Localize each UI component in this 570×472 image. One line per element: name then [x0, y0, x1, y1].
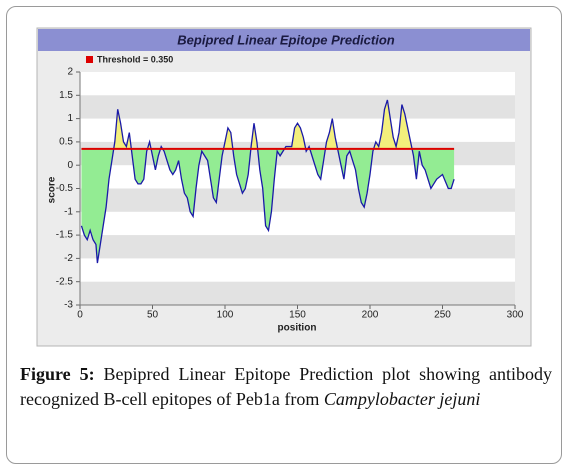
- x-tick-label: 150: [289, 310, 306, 321]
- y-tick-label: 0.5: [59, 137, 73, 148]
- y-axis-label: score: [47, 176, 58, 203]
- x-axis-label: position: [278, 323, 317, 334]
- legend-label: Threshold = 0.350: [97, 54, 173, 64]
- caption-text: Bepipred Linear Epitope Prediction plot …: [20, 364, 553, 409]
- grid-band: [80, 281, 515, 305]
- y-tick-label: -1.5: [56, 230, 74, 241]
- figure-frame: [6, 6, 562, 464]
- grid-band: [80, 235, 515, 259]
- grid-band: [80, 188, 515, 212]
- chart: Bepipred Linear Epitope Prediction posit…: [36, 27, 532, 347]
- grid-band: [80, 95, 515, 119]
- x-tick-label: 0: [77, 310, 83, 321]
- x-tick-label: 250: [434, 310, 451, 321]
- y-tick-label: -0.5: [56, 183, 74, 194]
- area-below-threshold: [81, 148, 455, 264]
- y-tick-label: 2: [67, 67, 73, 78]
- caption-label: Figure 5:: [20, 364, 95, 384]
- x-tick-label: 100: [217, 310, 234, 321]
- x-tick-label: 200: [362, 310, 379, 321]
- caption: Figure 5: Bepipred Linear Epitope Predic…: [20, 362, 552, 412]
- y-tick-label: 1: [67, 113, 73, 124]
- score-line: [80, 99, 455, 264]
- title-bar: [38, 29, 530, 51]
- y-tick-label: 0: [67, 160, 73, 171]
- x-tick-label: 50: [147, 310, 159, 321]
- x-tick-label: 300: [507, 310, 524, 321]
- caption-species: Campylobacter jejuni: [323, 389, 481, 409]
- chart-title: Bepipred Linear Epitope Prediction: [177, 32, 394, 47]
- area-above-threshold: [113, 99, 413, 149]
- y-tick-label: -1: [64, 206, 73, 217]
- y-tick-label: -3: [64, 300, 73, 311]
- y-tick-label: 1.5: [59, 90, 73, 101]
- y-tick-label: -2: [64, 253, 73, 264]
- y-tick-label: -2.5: [56, 276, 74, 287]
- legend-swatch: [86, 56, 93, 63]
